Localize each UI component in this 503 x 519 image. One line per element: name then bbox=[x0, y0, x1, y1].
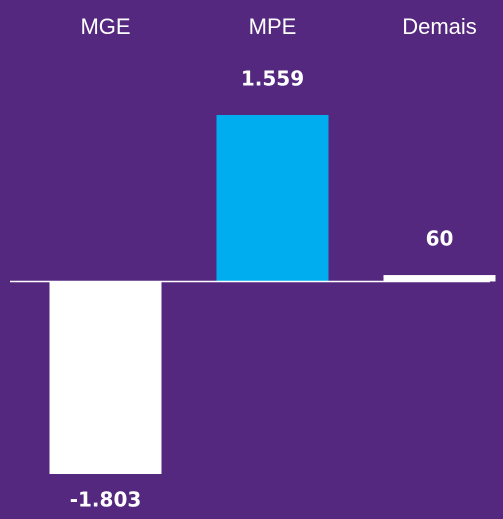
data-label: 60 bbox=[426, 227, 454, 251]
category-label: Demais bbox=[402, 14, 477, 39]
category-label: MPE bbox=[249, 14, 297, 39]
bar bbox=[216, 115, 329, 282]
bar bbox=[49, 281, 162, 474]
data-label: -1.803 bbox=[70, 488, 142, 512]
category-label: MGE bbox=[80, 14, 130, 39]
data-label: 1.559 bbox=[241, 67, 304, 91]
bar bbox=[383, 275, 496, 282]
